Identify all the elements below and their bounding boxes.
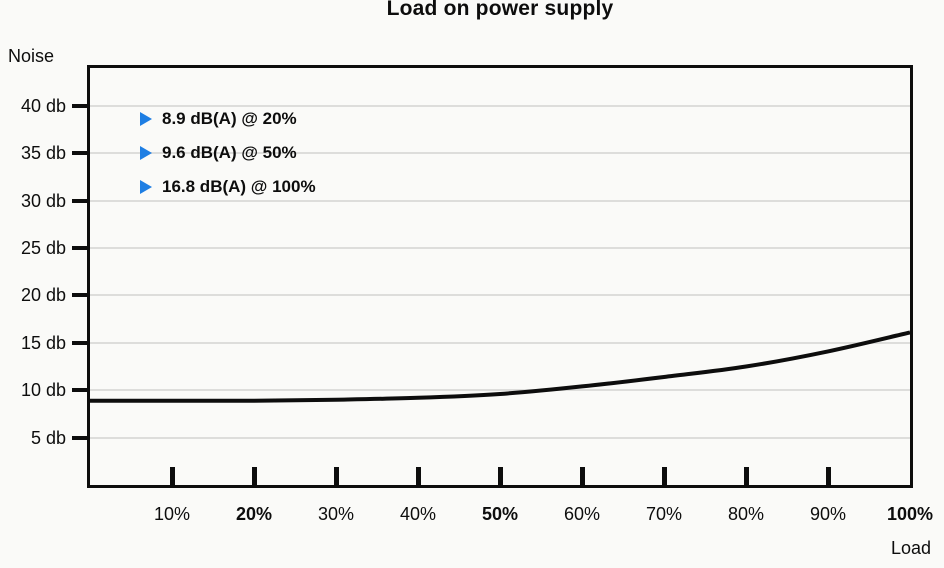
y-tick-label-10: 10 db <box>20 380 66 401</box>
noise-curve <box>90 330 910 403</box>
plot-area: 8.9 dB(A) @ 20% 9.6 dB(A) @ 50% 16.8 dB(A)… <box>87 65 913 488</box>
y-tick-label-25: 25 db <box>20 238 66 259</box>
y-tick-35 <box>72 151 90 156</box>
chart-title: Load on power supply <box>386 0 614 20</box>
x-tick-90% <box>825 467 831 485</box>
y-tick-30 <box>72 198 90 203</box>
y-tick-label-40: 40 db <box>20 95 66 116</box>
x-axis-title: Load <box>890 538 931 558</box>
gridline-30db <box>90 199 910 202</box>
x-tick-label-90%: 90% <box>809 504 847 524</box>
triangle-bullet-icon <box>140 112 152 126</box>
x-tick-label-70%: 70% <box>645 504 683 524</box>
annotation-text: 9.6 dB(A) @ 50% <box>162 143 297 162</box>
x-tick-label-30%: 30% <box>317 504 355 524</box>
x-tick-label-10%: 10% <box>153 504 191 524</box>
x-tick-20% <box>251 467 257 485</box>
x-tick-80% <box>743 467 749 485</box>
gridline-25db <box>90 247 910 250</box>
gridline-5db <box>90 436 910 439</box>
curve-layer <box>90 330 910 403</box>
y-tick-label-15: 15 db <box>20 332 66 353</box>
y-tick-label-5: 5 db <box>30 427 66 448</box>
x-tick-70% <box>661 467 667 485</box>
y-tick-label-35: 35 db <box>20 143 66 164</box>
annotation-text: 16.8 dB(A) @ 100% <box>162 177 316 196</box>
gridline-15db <box>90 341 910 344</box>
triangle-bullet-icon <box>140 180 152 194</box>
x-tick-label-50%: 50% <box>481 504 519 524</box>
x-tick-label-20%: 20% <box>235 504 273 524</box>
gridline-40db <box>90 104 910 107</box>
y-tick-label-30: 30 db <box>20 190 66 211</box>
x-tick-40% <box>415 467 421 485</box>
y-tick-15 <box>72 340 90 345</box>
gridline-35db <box>90 152 910 155</box>
triangle-bullet-icon <box>140 146 152 160</box>
y-tick-20 <box>72 293 90 298</box>
y-tick-25 <box>72 246 90 251</box>
x-tick-60% <box>579 467 585 485</box>
y-tick-5 <box>72 435 90 440</box>
x-tick-label-80%: 80% <box>727 504 765 524</box>
annotation-row: 8.9 dB(A) @ 20% <box>140 108 316 130</box>
gridline-20db <box>90 294 910 297</box>
x-tick-label-40%: 40% <box>399 504 437 524</box>
annotation-row: 9.6 dB(A) @ 50% <box>140 142 316 164</box>
y-tick-40 <box>72 103 90 108</box>
x-tick-30% <box>333 467 339 485</box>
y-tick-label-20: 20 db <box>20 285 66 306</box>
x-tick-label-60%: 60% <box>563 504 601 524</box>
y-tick-10 <box>72 388 90 393</box>
x-tick-50% <box>497 467 503 485</box>
annotation-row: 16.8 dB(A) @ 100% <box>140 176 316 198</box>
annotations: 8.9 dB(A) @ 20% 9.6 dB(A) @ 50% 16.8 dB(A)… <box>140 108 316 210</box>
y-axis-title: Noise <box>8 46 55 66</box>
x-tick-label-100%: 100% <box>886 504 934 524</box>
annotation-text: 8.9 dB(A) @ 20% <box>162 109 297 128</box>
x-tick-10% <box>169 467 175 485</box>
gridline-10db <box>90 389 910 392</box>
